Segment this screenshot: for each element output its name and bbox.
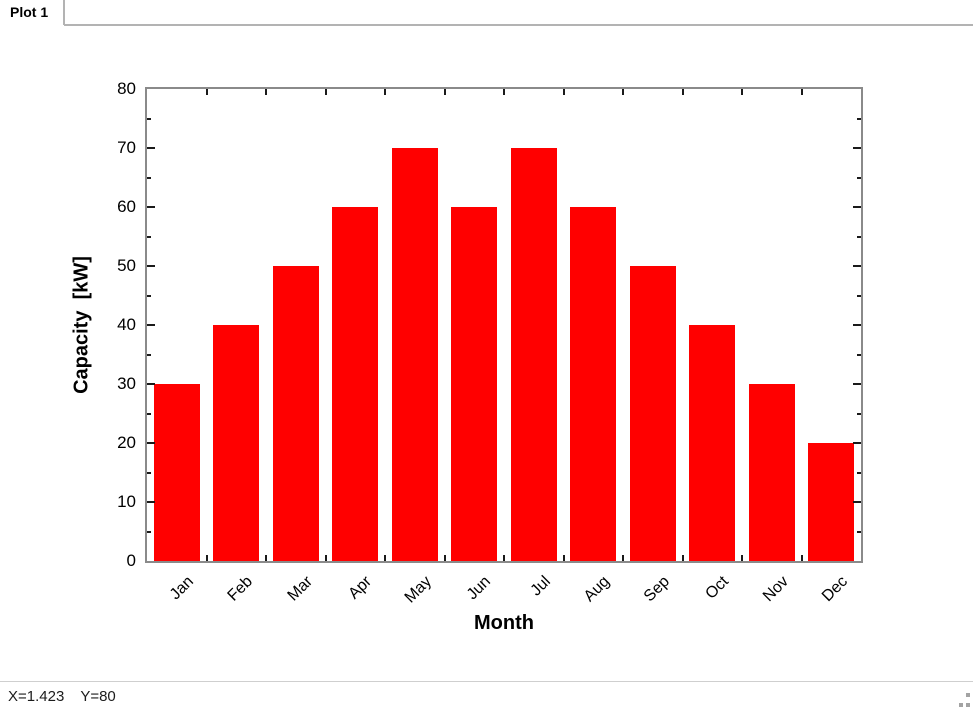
tab-separator-line: [63, 0, 65, 25]
y-tick-label: 20: [117, 433, 136, 452]
y-tick: [857, 412, 861, 415]
x-tick: [622, 555, 624, 561]
y-axis-title: Capacity [kW]: [70, 256, 93, 394]
bar-oct: [689, 325, 736, 561]
y-tick: [147, 294, 151, 297]
x-tick: [800, 89, 803, 95]
y-tick-label: 70: [117, 138, 136, 157]
plot-canvas[interactable]: [145, 87, 863, 563]
x-tick: [443, 555, 446, 561]
y-tick: [147, 235, 151, 238]
y-tick: [147, 176, 151, 179]
bar-apr: [332, 207, 379, 561]
x-tick: [384, 89, 386, 95]
x-axis-title: Month: [474, 612, 534, 634]
y-tick-label: 10: [117, 492, 136, 511]
x-tick: [384, 555, 386, 561]
bar-jul: [510, 148, 557, 561]
bar-aug: [570, 207, 617, 561]
bar-may: [391, 148, 438, 561]
x-tick: [622, 89, 624, 95]
y-tick: [147, 206, 155, 208]
y-tick-label: 60: [117, 197, 136, 216]
y-tick: [147, 265, 155, 267]
grip-dot: [966, 693, 970, 697]
x-tick: [681, 555, 684, 561]
x-tick: [265, 89, 267, 95]
bar-nov: [748, 384, 795, 561]
y-tick-label: 30: [117, 374, 136, 393]
y-tick: [853, 147, 861, 149]
x-tick: [443, 89, 446, 95]
cursor-y-readout: Y=80: [80, 688, 116, 705]
y-tick: [853, 501, 861, 503]
y-tick: [147, 442, 155, 444]
bar-feb: [213, 325, 260, 561]
x-tick: [681, 89, 684, 95]
x-tick: [562, 89, 565, 95]
y-tick: [147, 412, 151, 415]
bar-jun: [451, 207, 498, 561]
x-tick: [800, 555, 803, 561]
x-tick: [741, 555, 743, 561]
statusbar-divider: [0, 681, 973, 682]
y-tick: [147, 324, 155, 326]
y-tick: [147, 530, 151, 533]
y-tick: [857, 235, 861, 238]
bar-dec: [808, 443, 855, 561]
y-tick: [147, 471, 151, 474]
x-tick: [562, 555, 565, 561]
x-tick: [741, 89, 743, 95]
y-tick: [857, 353, 861, 356]
y-tick: [857, 117, 861, 120]
bar-sep: [629, 266, 676, 561]
y-tick-label: 40: [117, 315, 136, 334]
y-tick: [853, 324, 861, 326]
y-tick-label: 50: [117, 256, 136, 275]
y-tick: [853, 206, 861, 208]
y-tick: [147, 383, 155, 385]
tab-plot-1[interactable]: Plot 1: [10, 4, 49, 20]
x-tick: [205, 555, 208, 561]
window-resize-grip[interactable]: [954, 693, 970, 707]
y-tick: [147, 501, 155, 503]
x-tick: [324, 555, 327, 561]
y-tick: [857, 530, 861, 533]
y-tick-label: 80: [117, 79, 136, 98]
x-tick: [503, 89, 505, 95]
cursor-x-readout: X=1.423: [8, 688, 65, 705]
bar-jan: [153, 384, 200, 561]
x-tick: [265, 555, 267, 561]
bar-mar: [272, 266, 319, 561]
grip-dot: [966, 703, 970, 707]
y-tick-label: 0: [126, 551, 136, 570]
y-tick: [853, 383, 861, 385]
cursor-coordinates-readout: X=1.423 Y=80: [8, 688, 132, 705]
x-tick: [503, 555, 505, 561]
y-tick: [147, 147, 155, 149]
y-tick: [853, 265, 861, 267]
x-tick: [324, 89, 327, 95]
y-tick: [147, 353, 151, 356]
tab-bar: Plot 1: [0, 0, 973, 26]
y-tick: [857, 294, 861, 297]
y-tick: [147, 117, 151, 120]
y-tick: [857, 471, 861, 474]
x-tick: [205, 89, 208, 95]
y-tick: [857, 176, 861, 179]
tab-underline: [64, 24, 973, 26]
grip-dot: [959, 703, 963, 707]
y-tick: [853, 442, 861, 444]
